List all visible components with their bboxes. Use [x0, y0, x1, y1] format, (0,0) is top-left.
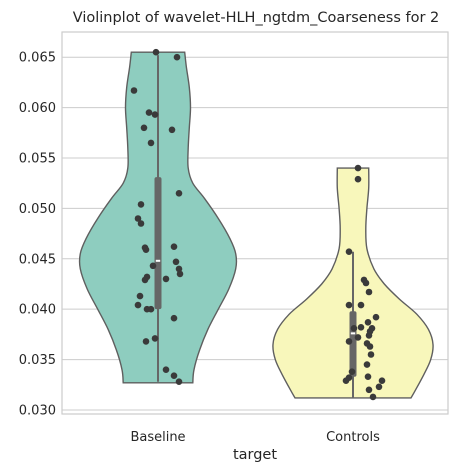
- chart-title: Violinplot of wavelet-HLH_ngtdm_Coarsene…: [73, 10, 440, 26]
- data-point: [175, 190, 183, 197]
- y-tick-labels: 0.030 0.035 0.040 0.045 0.050 0.055 0.060 0.065: [19, 51, 56, 419]
- data-point: [134, 301, 142, 309]
- data-point: [354, 334, 362, 341]
- data-point: [130, 87, 138, 94]
- data-point: [147, 305, 155, 313]
- data-point: [378, 377, 386, 385]
- data-point: [357, 301, 365, 309]
- data-point: [172, 258, 180, 266]
- data-point: [170, 372, 178, 380]
- data-point: [354, 175, 362, 183]
- data-point: [365, 386, 373, 394]
- y-tick-label: 0.030: [19, 403, 56, 418]
- y-tick-label: 0.060: [19, 101, 56, 116]
- data-point: [137, 220, 145, 227]
- data-point: [365, 332, 373, 339]
- data-point: [170, 314, 178, 322]
- y-tick-label: 0.065: [19, 51, 56, 66]
- median-mark-controls: [350, 332, 356, 335]
- data-point: [149, 262, 157, 270]
- data-point: [372, 313, 380, 321]
- y-tick-label: 0.050: [19, 202, 56, 217]
- data-point: [151, 335, 159, 342]
- data-point: [147, 139, 155, 147]
- median-mark-baseline: [155, 259, 161, 262]
- plot-frame: [61, 31, 449, 415]
- data-point: [136, 292, 144, 300]
- data-point: [176, 270, 184, 278]
- data-point: [145, 109, 153, 116]
- data-point: [345, 338, 353, 345]
- data-point: [364, 319, 372, 326]
- y-tick-label: 0.045: [19, 252, 56, 267]
- data-point: [162, 366, 170, 374]
- data-point: [354, 164, 362, 172]
- data-point: [168, 126, 176, 134]
- data-point: [365, 288, 373, 296]
- x-tick-labels: Baseline Controls: [130, 430, 380, 445]
- data-point: [367, 351, 375, 358]
- data-point: [152, 48, 160, 56]
- data-point: [348, 368, 356, 376]
- data-point: [134, 215, 142, 222]
- data-point: [140, 124, 148, 132]
- data-point: [345, 248, 353, 255]
- data-point: [345, 301, 353, 309]
- data-points: [130, 48, 386, 401]
- y-tick-label: 0.040: [19, 303, 56, 318]
- x-tick-label: Baseline: [130, 430, 185, 445]
- data-point: [363, 361, 371, 368]
- data-point: [175, 265, 183, 273]
- data-point: [362, 279, 370, 287]
- data-point: [375, 383, 383, 391]
- x-axis-label: target: [233, 447, 277, 463]
- iqr-box-baseline: [154, 177, 162, 310]
- data-point: [350, 325, 358, 332]
- data-point: [369, 393, 377, 401]
- y-tick-label: 0.055: [19, 151, 56, 166]
- data-point: [342, 377, 350, 385]
- data-point: [170, 243, 178, 250]
- data-point: [175, 378, 183, 386]
- data-point: [162, 275, 170, 283]
- y-tick-label: 0.035: [19, 353, 56, 368]
- data-point: [151, 111, 159, 118]
- data-point: [173, 53, 181, 61]
- data-point: [364, 373, 372, 381]
- data-point: [137, 201, 145, 208]
- data-point: [141, 276, 149, 284]
- x-tick-label: Controls: [326, 430, 380, 445]
- data-point: [357, 324, 365, 331]
- data-point: [142, 246, 150, 253]
- violins: [78, 51, 434, 399]
- data-point: [366, 343, 374, 350]
- data-point: [142, 338, 150, 345]
